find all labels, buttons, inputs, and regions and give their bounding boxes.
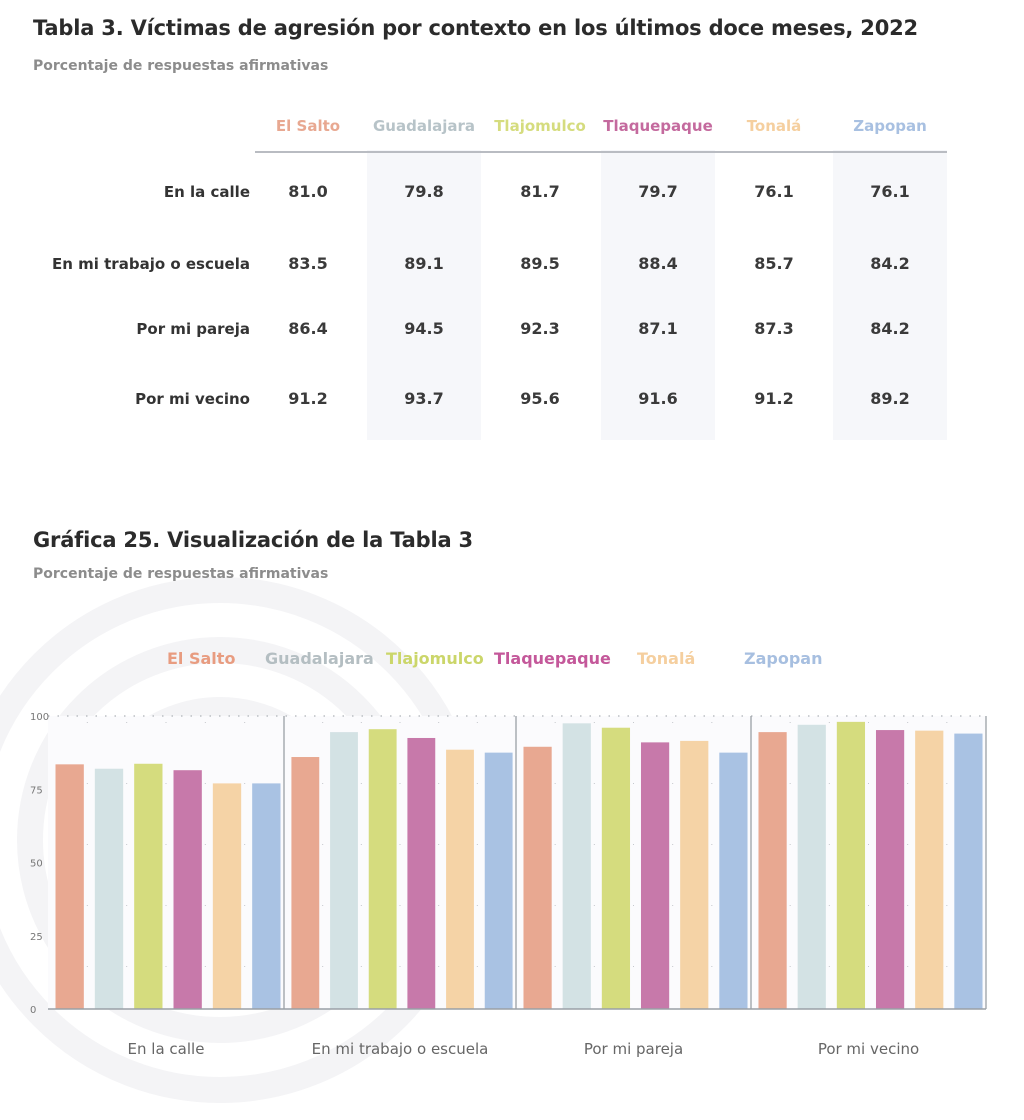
table-cell: 91.2 [754,389,794,408]
table-cell: 76.1 [870,182,910,201]
table-row-label: Por mi pareja [136,320,250,338]
chart-subtitle: Porcentaje de respuestas afirmativas [33,566,329,582]
table-cell: 84.2 [870,254,910,273]
bar [915,730,944,1009]
table-cell: 87.1 [638,319,678,338]
table-cell: 88.4 [638,254,678,273]
table-subtitle: Porcentaje de respuestas afirmativas [33,58,329,74]
chart-title: Gráfica 25. Visualización de la Tabla 3 [33,528,473,552]
table-title: Tabla 3. Víctimas de agresión por contex… [33,16,918,40]
bar [836,721,866,1009]
legend-item: Tlajomulco [386,649,484,668]
plot-area [48,716,986,1009]
table-cell: 94.5 [404,319,444,338]
bar-chart: 0 25 50 75 100 En la calle En mi trabajo o esc… [30,712,987,1058]
table-cell: 95.6 [520,389,560,408]
bar [640,742,670,1009]
legend-item: Tonalá [637,649,696,668]
y-tick-label: 50 [30,859,43,870]
bar [55,764,84,1009]
table-header-cell: Zapopan [853,117,927,135]
table-cell: 91.2 [288,389,328,408]
x-category-label: Por mi vecino [818,1040,919,1058]
bar [758,732,787,1009]
table-cell: 89.2 [870,389,910,408]
table-cell: 76.1 [754,182,794,201]
x-category-label: En mi trabajo o escuela [312,1040,489,1058]
x-category-label: Por mi pareja [584,1040,683,1058]
legend-item: Guadalajara [265,649,374,668]
table-header-cell: Tlaquepaque [603,117,713,135]
bar [875,730,905,1009]
bar [484,752,513,1009]
table-row-label: Por mi vecino [135,390,250,408]
table-cell: 91.6 [638,389,678,408]
table-cell: 92.3 [520,319,560,338]
table-header-cell: Tonalá [746,117,802,135]
legend-item: El Salto [167,649,236,668]
bar [330,732,358,1009]
y-tick-label: 25 [30,932,43,943]
bar [173,770,202,1009]
bar [797,724,826,1009]
bar [680,740,709,1009]
table-cell: 79.7 [638,182,678,201]
legend-item: Zapopan [744,649,823,668]
table-row-label: En mi trabajo o escuela [52,255,250,273]
bar [719,752,748,1009]
legend-item: Tlaquepaque [494,649,611,668]
x-category-label: En la calle [128,1040,205,1058]
bar [562,723,591,1009]
table-cell: 87.3 [754,319,794,338]
bar [212,783,242,1009]
table-column-background [367,150,481,440]
table-header-cell: El Salto [275,117,341,135]
table-cell: 83.5 [288,254,328,273]
bar [94,768,124,1009]
table-cell: 81.0 [288,182,328,201]
table-cell: 89.1 [404,254,444,273]
table-header-cell: Guadalajara [372,117,476,135]
table-column-background [833,150,947,440]
bar [523,746,552,1009]
table-cell: 93.7 [404,389,444,408]
table-cell: 84.2 [870,319,910,338]
y-tick-label: 100 [30,712,49,723]
bar [252,783,281,1009]
y-tick-label: 75 [30,785,43,796]
bar [601,727,631,1009]
table-cell: 85.7 [754,254,794,273]
table-column-background [601,150,715,440]
table-cell: 79.8 [404,182,444,201]
table-cell: 81.7 [520,182,560,201]
bar [291,757,320,1009]
bar [368,729,397,1009]
bar [446,749,474,1009]
table-cell: 89.5 [520,254,560,273]
table-header-cell: Tlajomulco [494,117,586,135]
table-header-divider [255,151,947,153]
bar [954,733,983,1009]
bar [407,737,436,1009]
table-cell: 86.4 [288,319,328,338]
table-row-label: En la calle [163,183,250,201]
y-tick-label: 0 [30,1005,36,1016]
bar [134,763,163,1009]
